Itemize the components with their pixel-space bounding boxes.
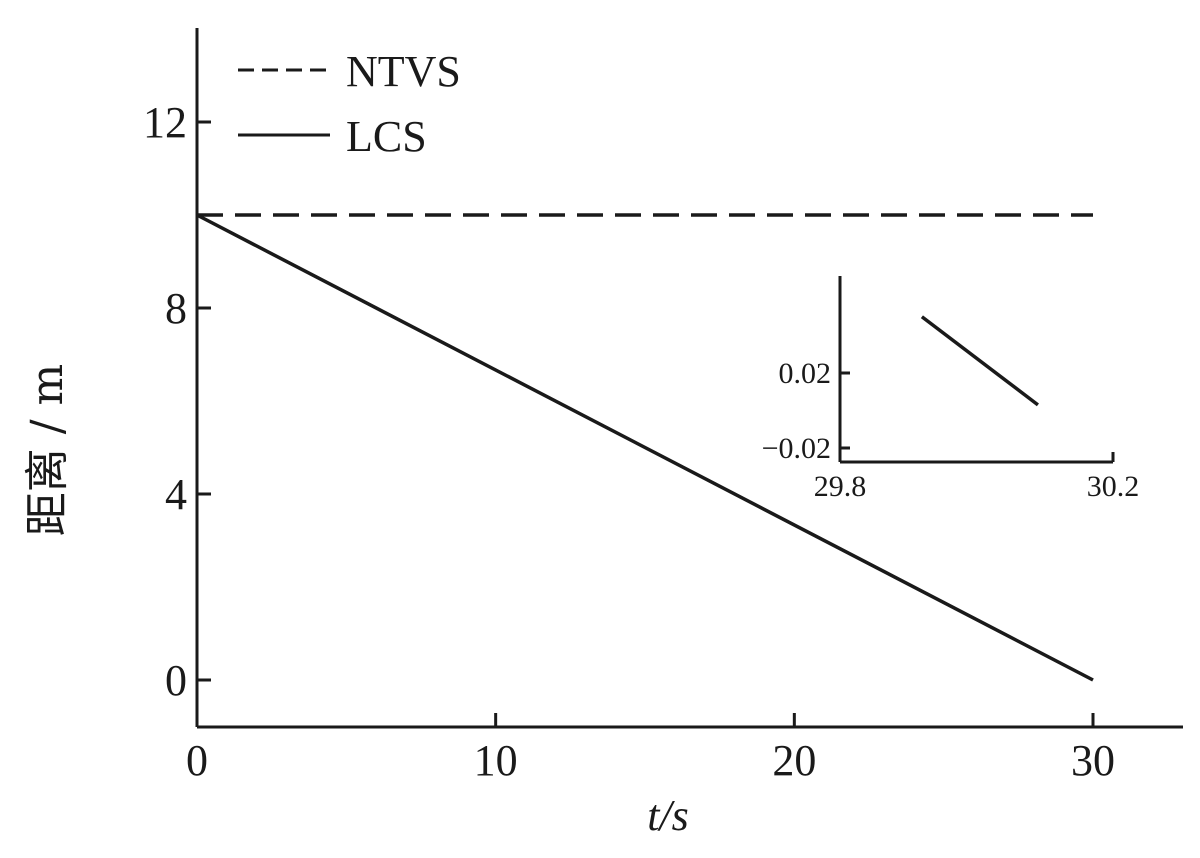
main-series-layer bbox=[196, 213, 1094, 682]
inset-series-line bbox=[920, 315, 1039, 407]
x-tick-label: 0 bbox=[186, 736, 208, 785]
y-tick-label: 0 bbox=[165, 656, 187, 705]
inset-y-tick-label: 0.02 bbox=[779, 357, 832, 390]
x-tick-label: 20 bbox=[772, 736, 816, 785]
legend-label-ntvs: NTVS bbox=[346, 47, 461, 96]
inset-series-layer bbox=[920, 315, 1039, 407]
y-ticks: 0 4 8 12 bbox=[143, 98, 211, 705]
legend-label-lcs: LCS bbox=[346, 112, 427, 161]
x-tick-label: 10 bbox=[474, 736, 518, 785]
legend: NTVS LCS bbox=[238, 47, 461, 161]
main-plot: 0 10 20 30 0 4 8 12 bbox=[143, 28, 1183, 785]
x-tick-label: 30 bbox=[1071, 736, 1115, 785]
inset-x-tick-label: 29.8 bbox=[814, 470, 867, 503]
y-axis-title: 距离 / m bbox=[22, 364, 73, 537]
inset-y-ticks: 0.02 −0.02 bbox=[762, 357, 850, 465]
y-tick-label: 8 bbox=[165, 284, 187, 333]
y-tick-label: 12 bbox=[143, 98, 187, 147]
inset-y-tick-label: −0.02 bbox=[762, 432, 831, 465]
x-ticks: 0 10 20 30 bbox=[186, 713, 1115, 785]
inset-plot: 29.8 30.2 0.02 −0.02 bbox=[762, 276, 1140, 503]
inset-x-tick-label: 30.2 bbox=[1087, 470, 1140, 503]
series-line-lcs bbox=[196, 213, 1094, 682]
x-axis-title: t/s bbox=[647, 791, 689, 840]
inset-x-ticks: 29.8 30.2 bbox=[814, 452, 1140, 503]
y-tick-label: 4 bbox=[165, 470, 187, 519]
